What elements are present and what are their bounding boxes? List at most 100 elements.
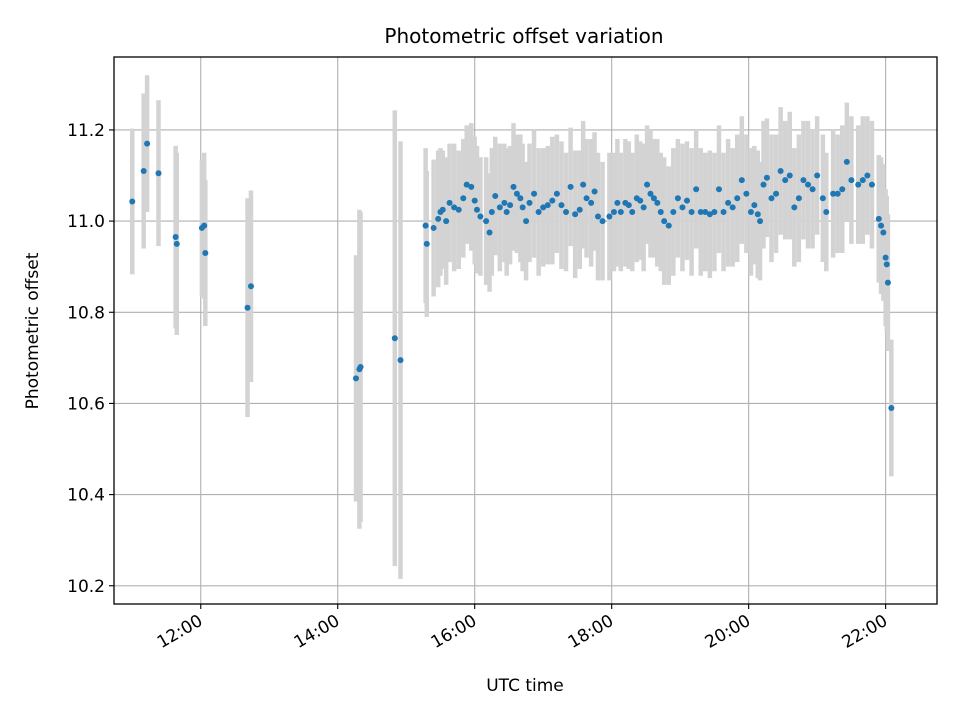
data-point: [488, 208, 495, 215]
data-point: [809, 186, 816, 193]
data-point: [492, 193, 499, 200]
data-point: [868, 181, 875, 188]
data-point: [463, 181, 470, 188]
y-tick-label: 10.2: [67, 577, 105, 597]
data-point: [517, 195, 524, 202]
data-point: [422, 222, 429, 229]
x-tick-label: 16:00: [428, 611, 480, 653]
data-point: [446, 199, 453, 206]
data-point: [580, 181, 587, 188]
data-point: [888, 404, 895, 411]
data-point: [501, 199, 508, 206]
data-point: [610, 208, 617, 215]
data-point: [697, 208, 704, 215]
data-point: [397, 357, 404, 364]
data-point: [768, 195, 775, 202]
data-point: [884, 279, 891, 286]
data-point: [558, 202, 565, 209]
data-point: [423, 240, 430, 247]
data-point: [391, 335, 398, 342]
data-point: [706, 211, 713, 218]
data-point: [576, 206, 583, 213]
data-point: [864, 172, 871, 179]
data-point: [665, 222, 672, 229]
chart-title: Photometric offset variation: [384, 24, 663, 48]
data-point: [583, 195, 590, 202]
data-point: [760, 181, 767, 188]
data-point: [519, 204, 526, 211]
data-point: [496, 204, 503, 211]
data-point: [734, 195, 741, 202]
data-point: [201, 222, 208, 229]
data-point: [244, 304, 251, 311]
data-point: [670, 208, 677, 215]
data-point: [625, 202, 632, 209]
data-point: [439, 206, 446, 213]
data-point: [486, 229, 493, 236]
data-point: [599, 218, 606, 225]
data-point: [588, 199, 595, 206]
data-point: [688, 208, 695, 215]
data-point: [679, 204, 686, 211]
data-point: [805, 181, 812, 188]
data-point: [617, 208, 624, 215]
y-axis-label: Photometric offset: [23, 252, 43, 409]
data-point: [777, 167, 784, 174]
data-point: [791, 204, 798, 211]
data-point: [471, 197, 478, 204]
data-point: [572, 211, 579, 218]
data-point: [751, 202, 758, 209]
data-point: [591, 188, 598, 195]
data-point: [880, 229, 887, 236]
y-tick-label: 11.0: [67, 212, 105, 232]
data-point: [473, 206, 480, 213]
data-point: [144, 140, 151, 147]
data-point: [859, 177, 866, 184]
data-point: [629, 208, 636, 215]
x-axis-ticks: 12:00 14:00 16:00 18:00 20:00 22:00: [154, 604, 891, 653]
data-point: [455, 206, 462, 213]
data-point: [848, 177, 855, 184]
data-point: [507, 202, 514, 209]
data-point: [855, 181, 862, 188]
data-point: [513, 190, 520, 197]
data-point: [173, 240, 180, 247]
data-point: [814, 172, 821, 179]
data-point: [129, 198, 136, 205]
data-point: [637, 197, 644, 204]
data-point: [782, 177, 789, 184]
data-point: [606, 213, 613, 220]
data-point: [483, 218, 490, 225]
x-tick-label: 12:00: [154, 611, 206, 653]
data-point: [357, 363, 364, 370]
data-point: [430, 224, 437, 231]
data-point: [451, 204, 458, 211]
data-point: [834, 190, 841, 197]
data-point: [743, 190, 750, 197]
y-tick-label: 10.8: [67, 303, 105, 323]
data-point: [535, 208, 542, 215]
data-point: [684, 197, 691, 204]
data-point: [654, 199, 661, 206]
data-point: [531, 190, 538, 197]
y-tick-label: 10.4: [67, 486, 105, 506]
data-point: [647, 190, 654, 197]
data-point: [155, 170, 162, 177]
plot-frame: [113, 56, 938, 605]
data-point: [786, 172, 793, 179]
data-point: [830, 190, 837, 197]
data-point: [720, 208, 727, 215]
data-point: [172, 234, 179, 241]
data-point: [661, 218, 668, 225]
data-point: [503, 208, 510, 215]
data-point: [878, 222, 885, 229]
data-point: [510, 183, 517, 190]
data-point: [757, 218, 764, 225]
x-tick-label: 20:00: [702, 611, 754, 653]
data-point: [549, 197, 556, 204]
data-point: [711, 208, 718, 215]
data-point: [795, 195, 802, 202]
data-point: [563, 208, 570, 215]
data-point: [477, 213, 484, 220]
x-axis-label: UTC time: [486, 676, 564, 696]
